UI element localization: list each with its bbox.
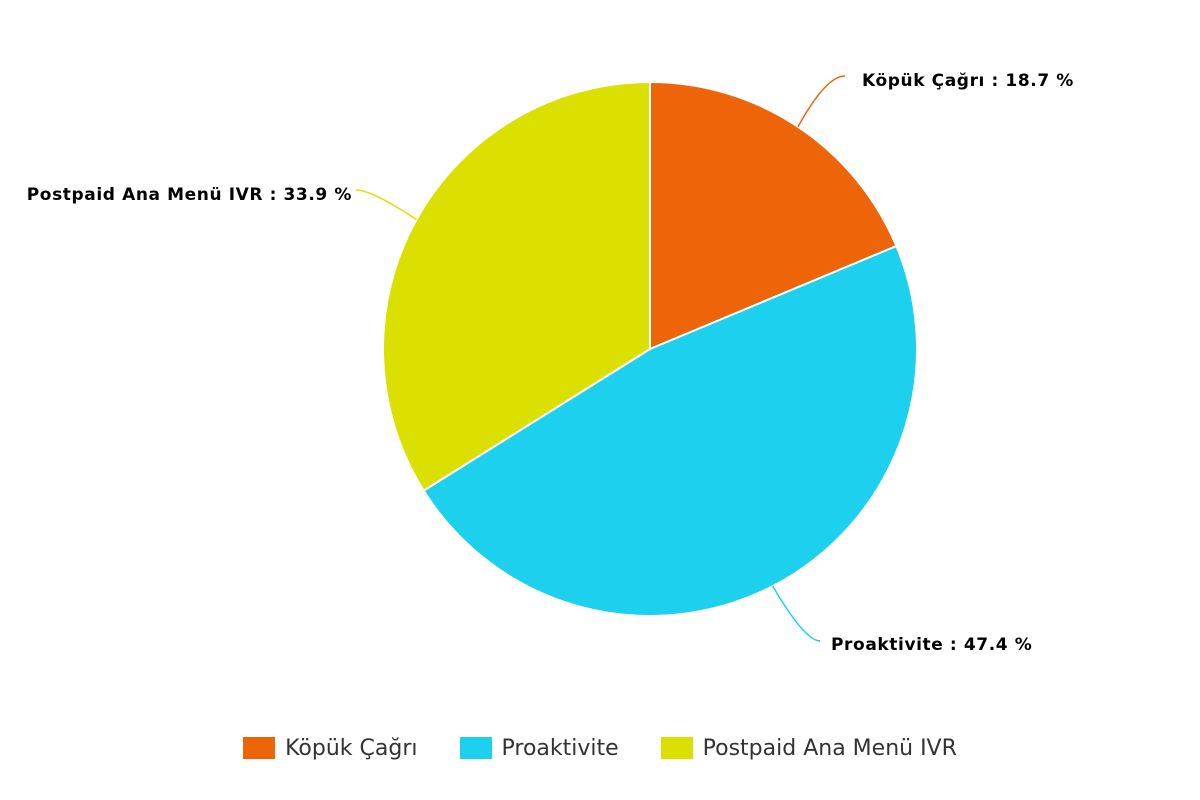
pie-slice-postpaid-ana-menu-ivr[interactable]	[382, 81, 651, 492]
legend-item-proaktivite[interactable]: Proaktivite	[459, 735, 619, 761]
pie-slices	[382, 81, 918, 617]
legend-item-postpaid-ana-menu-ivr[interactable]: Postpaid Ana Menü IVR	[660, 735, 957, 761]
connector-postpaid-ana-menu-ivr	[355, 189, 417, 221]
legend-label-postpaid-ana-menu-ivr: Postpaid Ana Menü IVR	[702, 735, 957, 761]
data-label-kopuk-cagri: Köpük Çağrı : 18.7 %	[862, 71, 1074, 91]
legend-item-kopuk-cagri[interactable]: Köpük Çağrı	[243, 735, 418, 761]
data-label-postpaid-ana-menu-ivr: Postpaid Ana Menü IVR : 33.9 %	[27, 185, 352, 205]
legend-swatch-kopuk-cagri	[243, 737, 276, 759]
data-label-proaktivite: Proaktivite : 47.4 %	[831, 635, 1032, 655]
legend: Köpük Çağrı Proaktivite Postpaid Ana Men…	[0, 731, 1200, 765]
pie-slice-proaktivite[interactable]	[422, 245, 918, 617]
label-connectors	[355, 75, 846, 642]
legend-label-proaktivite: Proaktivite	[501, 735, 619, 761]
data-labels: Köpük Çağrı : 18.7 % Proaktivite : 47.4 %…	[27, 71, 1074, 655]
legend-swatch-postpaid-ana-menu-ivr	[660, 737, 693, 759]
connector-kopuk-cagri	[797, 75, 846, 128]
legend-label-kopuk-cagri: Köpük Çağrı	[285, 735, 418, 761]
legend-swatch-proaktivite	[459, 737, 492, 759]
connector-proaktivite	[772, 585, 821, 642]
